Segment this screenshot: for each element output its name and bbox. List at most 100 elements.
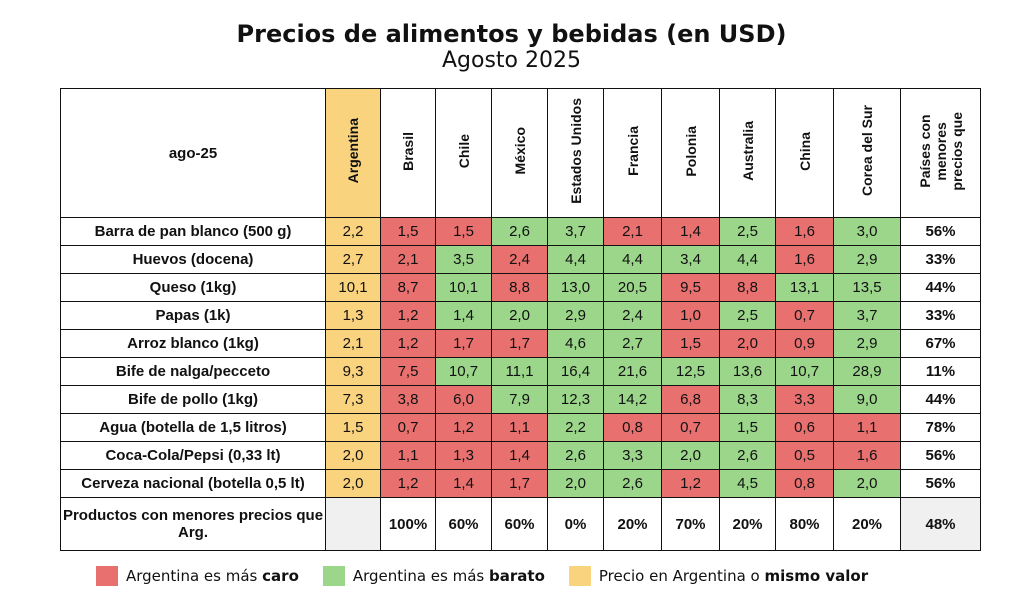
legend: Argentina es más caro Argentina es más ba… [96, 566, 868, 586]
price-cell: 2,9 [833, 329, 901, 358]
share: 33% [900, 301, 981, 330]
price-cell: 13,0 [547, 273, 604, 302]
argentina-price: 1,3 [325, 301, 381, 330]
price-cell: 2,1 [380, 245, 436, 274]
price-cell: 3,3 [775, 385, 834, 414]
argentina-price: 2,0 [325, 469, 381, 498]
header-line: Países con [916, 114, 933, 188]
price-cell: 1,2 [380, 329, 436, 358]
table-body: Barra de pan blanco (500 g) 2,2 1,5 1,5 2,6 3… [60, 217, 981, 551]
footer-value: 20% [603, 497, 662, 551]
price-cell: 7,5 [380, 357, 436, 386]
price-cell: 4,4 [719, 245, 776, 274]
row: Papas (1k) 1,3 1,2 1,4 2,0 2,9 2,4 1,0 2,5 0,7 3,7… [60, 301, 981, 330]
product: Bife de nalga/pecceto [60, 357, 326, 386]
country-header: Chile [435, 88, 492, 218]
price-cell: 1,2 [380, 469, 436, 498]
price-cell: 10,7 [775, 357, 834, 386]
header-text: Polonia [682, 125, 699, 177]
argentina-price: 9,3 [325, 357, 381, 386]
product: Queso (1kg) [60, 273, 326, 302]
row: Coca-Cola/Pepsi (0,33 lt) 2,0 1,1 1,3 1,4 2,6… [60, 441, 981, 470]
price-cell: 0,5 [775, 441, 834, 470]
share: 56% [900, 441, 981, 470]
legend-item: Precio en Argentina o mismo valor [568, 566, 868, 586]
price-cell: 1,2 [435, 413, 492, 442]
price-cell: 2,6 [719, 441, 776, 470]
price-cell: 1,3 [435, 441, 492, 470]
price-cell: 4,6 [547, 329, 604, 358]
price-cell: 1,1 [491, 413, 548, 442]
footer-value: 20% [833, 497, 901, 551]
price-cell: 1,4 [435, 301, 492, 330]
price-cell: 2,4 [491, 245, 548, 274]
country-header: Francia [603, 88, 662, 218]
row: Queso (1kg) 10,1 8,7 10,1 8,8 13,0 20,5 9,5 8,8 1… [60, 273, 981, 302]
price-cell: 10,7 [435, 357, 492, 386]
price-cell: 1,5 [719, 413, 776, 442]
price-cell: 1,1 [833, 413, 901, 442]
legend-bold: barato [489, 567, 545, 585]
price-cell: 1,4 [491, 441, 548, 470]
price-cell: 9,5 [661, 273, 720, 302]
row: Bife de nalga/pecceto 9,3 7,5 10,7 11,1 16,4 2… [60, 357, 981, 386]
row: Cerveza nacional (botella 0,5 lt) 2,0 1,2 1… [60, 469, 981, 498]
legend-label: Precio en Argentina o [598, 567, 760, 585]
row: Huevos (docena) 2,7 2,1 3,5 2,4 4,4 4,4 3,4 4,4 1… [60, 245, 981, 274]
price-cell: 3,3 [603, 441, 662, 470]
product: Papas (1k) [60, 301, 326, 330]
price-cell: 2,5 [719, 301, 776, 330]
price-cell: 16,4 [547, 357, 604, 386]
price-cell: 2,6 [491, 217, 548, 246]
price-cell: 1,5 [380, 217, 436, 246]
price-cell: 8,3 [719, 385, 776, 414]
footer-empty [325, 497, 381, 551]
header-text: Francia [624, 126, 641, 176]
argentina-header: Argentina [325, 88, 381, 218]
price-cell: 1,4 [661, 217, 720, 246]
row: Bife de pollo (1kg) 7,3 3,8 6,0 7,9 12,3 14,2 6… [60, 385, 981, 414]
product: Coca-Cola/Pepsi (0,33 lt) [60, 441, 326, 470]
header-text: Países con menores precios que [917, 112, 965, 191]
price-cell: 0,7 [775, 301, 834, 330]
price-cell: 1,5 [435, 217, 492, 246]
price-cell: 2,5 [719, 217, 776, 246]
footer-value: 100% [380, 497, 436, 551]
price-cell: 2,6 [547, 441, 604, 470]
argentina-price: 7,3 [325, 385, 381, 414]
legend-text: Argentina es más barato [353, 567, 545, 585]
share: 33% [900, 245, 981, 274]
legend-text: Precio en Argentina o mismo valor [599, 567, 868, 585]
price-cell: 20,5 [603, 273, 662, 302]
price-cell: 2,9 [547, 301, 604, 330]
country-header: China [775, 88, 834, 218]
argentina-price: 2,7 [325, 245, 381, 274]
footer-value: 60% [435, 497, 492, 551]
footer-label: Productos con menores precios que Arg. [60, 497, 326, 551]
header-text: Chile [455, 133, 472, 169]
price-cell: 4,5 [719, 469, 776, 498]
price-cell: 7,9 [491, 385, 548, 414]
corner-header: ago-25 [60, 88, 326, 218]
product: Agua (botella de 1,5 litros) [60, 413, 326, 442]
title: Precios de alimentos y bebidas (en USD) [236, 20, 787, 48]
footer-share: 48% [900, 497, 981, 551]
share: 56% [900, 469, 981, 498]
price-cell: 9,0 [833, 385, 901, 414]
price-cell: 2,0 [833, 469, 901, 498]
argentina-price: 2,1 [325, 329, 381, 358]
price-cell: 3,7 [547, 217, 604, 246]
price-cell: 2,6 [603, 469, 662, 498]
legend-label: Argentina es más [352, 567, 485, 585]
price-cell: 2,0 [661, 441, 720, 470]
argentina-price: 2,0 [325, 441, 381, 470]
header-text: Estados Unidos [567, 98, 584, 204]
price-cell: 1,2 [380, 301, 436, 330]
legend-item: Argentina es más barato [322, 566, 545, 586]
legend-label: Argentina es más [126, 567, 258, 585]
share-header: Países con menores precios que [900, 88, 981, 218]
price-cell: 28,9 [833, 357, 901, 386]
country-header: Corea del Sur [833, 88, 901, 218]
argentina-price: 2,2 [325, 217, 381, 246]
price-cell: 3,0 [833, 217, 901, 246]
